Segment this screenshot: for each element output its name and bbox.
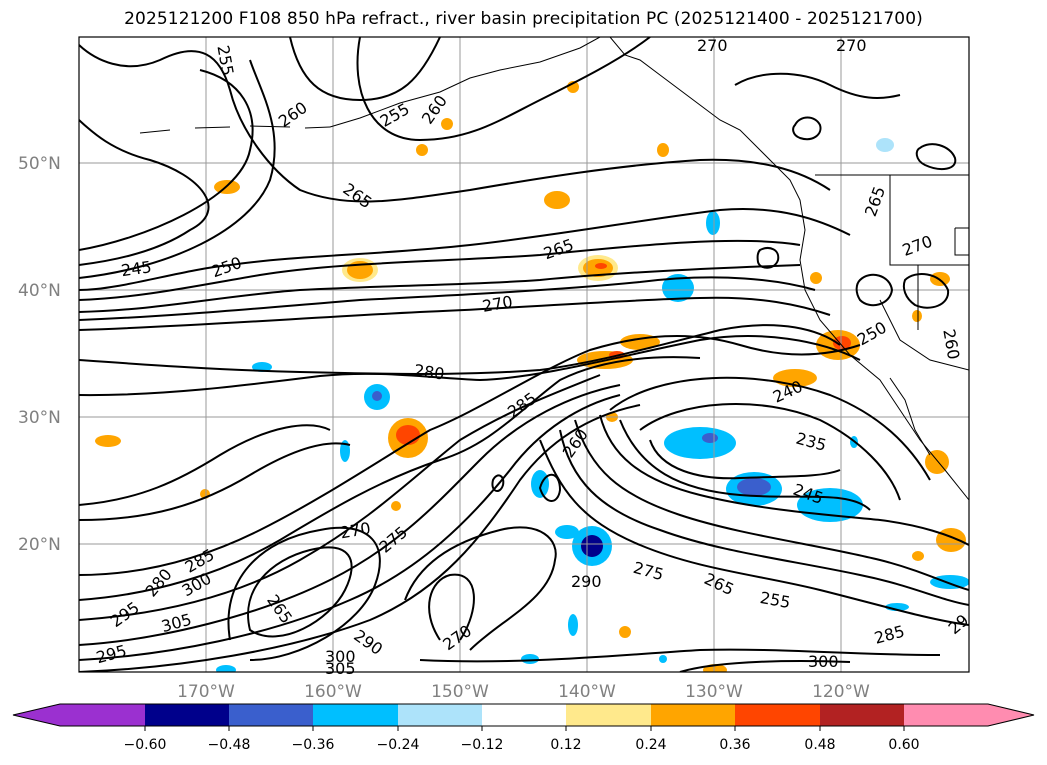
shade-patch — [531, 470, 549, 498]
shade-patch — [216, 665, 236, 672]
lon-label: 150°W — [431, 682, 489, 702]
colorbar-tick: −0.60 — [124, 737, 167, 753]
shade-patch — [441, 118, 453, 130]
colorbar-bin — [482, 704, 566, 726]
colorbar-outline — [12, 703, 1035, 727]
lat-label: 30°N — [18, 408, 61, 428]
lon-label: 170°W — [177, 682, 235, 702]
colorbar-tick: −0.24 — [377, 737, 420, 753]
shade-patch — [416, 144, 428, 156]
longitude-labels: 170°W 160°W 150°W 140°W 130°W 120°W — [177, 682, 870, 702]
colorbar-bin — [566, 704, 651, 726]
lon-label: 130°W — [685, 682, 743, 702]
colorbar-tick: 0.12 — [550, 737, 581, 753]
shade-patch — [581, 535, 603, 557]
colorbar-bin — [313, 704, 398, 726]
map-title: 2025121200 F108 850 hPa refract., river … — [124, 9, 923, 29]
latitude-labels: 50°N 40°N 30°N 20°N — [18, 154, 61, 555]
contour-label: 300 — [325, 647, 356, 666]
colorbar-tick: 0.60 — [888, 737, 919, 753]
colorbar-tick: −0.12 — [461, 737, 504, 753]
shade-patch — [833, 336, 851, 350]
coastlines — [139, 37, 969, 501]
colorbar-bin — [145, 704, 229, 726]
shade-patch — [396, 425, 420, 445]
shade-patch — [930, 575, 969, 589]
shade-patch — [619, 626, 631, 638]
contour-label: 290 — [571, 572, 602, 591]
shade-patch — [876, 138, 894, 152]
colorbar-bin — [651, 704, 735, 726]
shade-patch — [95, 435, 121, 447]
graticule — [79, 37, 969, 672]
shade-patch — [664, 427, 736, 459]
shade-patch — [702, 433, 718, 443]
shade-patch — [810, 272, 822, 284]
colorbar-tick: 0.24 — [635, 737, 666, 753]
contour-label: 280 — [413, 361, 446, 384]
plot-border — [78, 36, 970, 673]
lat-label: 20°N — [18, 535, 61, 555]
colorbar-tick: −0.36 — [292, 737, 335, 753]
shade-patch — [544, 191, 570, 209]
colorbar-tick: −0.48 — [208, 737, 251, 753]
lon-label: 140°W — [558, 682, 616, 702]
contour-label: 270 — [836, 36, 867, 55]
colorbar-tick: 0.36 — [719, 737, 750, 753]
shade-patch — [936, 528, 966, 552]
colorbar-bin — [229, 704, 313, 726]
shade-patch — [252, 362, 272, 372]
contour-label: 300 — [808, 652, 839, 671]
lon-label: 120°W — [812, 682, 870, 702]
contour-lines — [79, 37, 969, 672]
lat-label: 40°N — [18, 281, 61, 301]
shade-patch — [706, 211, 720, 235]
colorbar-bin — [820, 704, 904, 726]
colorbar-bin — [735, 704, 820, 726]
colorbar-bin — [60, 704, 145, 726]
contour-label: 245 — [120, 257, 153, 280]
shade-patch — [340, 440, 350, 462]
shade-patch — [737, 478, 771, 496]
colorbar-extend-min — [13, 704, 60, 726]
shade-patch — [659, 655, 667, 663]
shade-patch — [662, 274, 694, 302]
colorbar-bin — [398, 704, 482, 726]
shade-patch — [657, 143, 669, 157]
shade-patch — [912, 551, 924, 561]
shade-patch — [568, 614, 578, 636]
lon-label: 160°W — [304, 682, 362, 702]
contour-label: 270 — [697, 36, 728, 55]
shade-patch — [521, 654, 539, 664]
shade-patch — [912, 310, 922, 322]
contour-label: 305 — [325, 659, 356, 678]
colorbar-extend-max — [988, 704, 1034, 726]
colorbar-bin — [904, 704, 988, 726]
lat-label: 50°N — [18, 154, 61, 174]
shade-patch — [372, 391, 382, 401]
colorbar-tick: 0.48 — [804, 737, 835, 753]
shade-patch — [595, 263, 607, 269]
colorbar: −0.60 −0.48 −0.36 −0.24 −0.12 0.12 0.24 … — [12, 703, 1035, 753]
shade-patch — [555, 525, 579, 539]
shade-patch — [391, 501, 401, 511]
